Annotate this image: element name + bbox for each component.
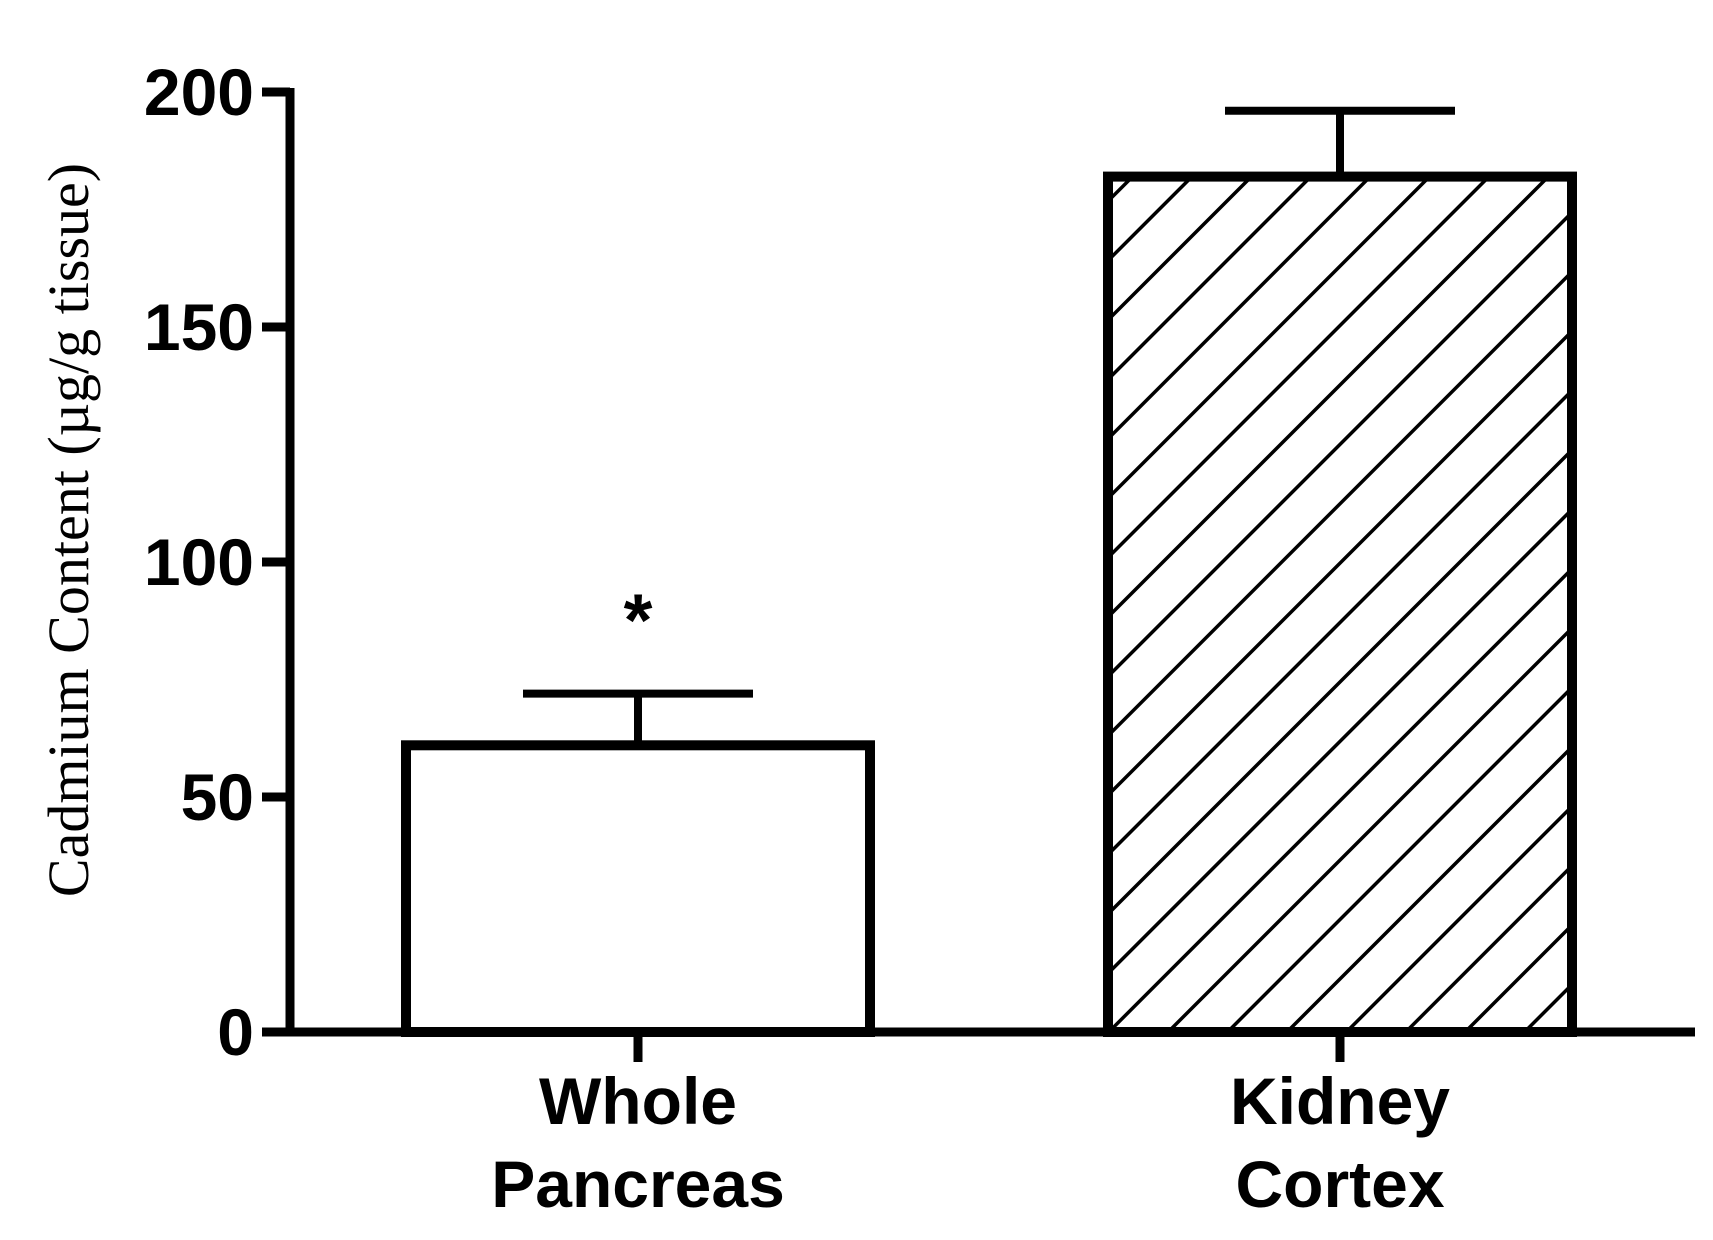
x-category-label: Kidney [1230,1064,1450,1138]
x-category-label: Cortex [1235,1147,1444,1221]
y-tick-label: 200 [144,55,254,129]
y-tick-label: 150 [144,290,254,364]
y-tick-label: 50 [181,760,254,834]
bar-1 [1103,171,1577,1038]
plot-area: 0 50 100 150 200 Whole Pancreas Kidney Cortex * [144,55,1695,1221]
x-category-label: Pancreas [491,1147,785,1221]
y-axis-title-group: Cadmium Content (µg/g tissue) [36,163,101,897]
y-tick-label: 0 [217,995,254,1069]
x-category-label: Whole [539,1064,737,1138]
significance-asterisk: * [624,579,653,662]
y-axis-title: Cadmium Content (µg/g tissue) [36,163,101,897]
y-tick-label: 100 [144,525,254,599]
bar-0 [401,740,875,1037]
